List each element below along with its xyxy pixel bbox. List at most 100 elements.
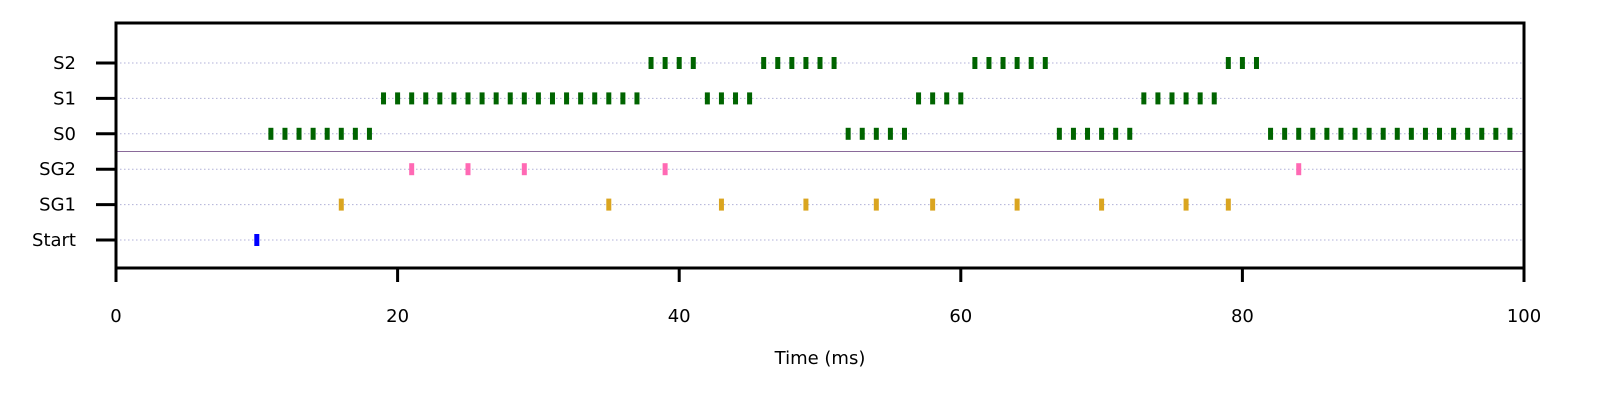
spike-mark-s1 xyxy=(747,92,753,105)
spike-mark-sg2 xyxy=(662,163,668,176)
spike-mark-s0 xyxy=(1296,127,1302,140)
x-tick-label: 80 xyxy=(1231,306,1254,327)
spike-mark-s1 xyxy=(733,92,739,105)
spike-mark-s2 xyxy=(761,57,767,69)
spike-mark-s1 xyxy=(549,92,555,105)
spike-mark-sg1 xyxy=(930,198,936,211)
spike-mark-s1 xyxy=(1183,92,1189,105)
spike-mark-s0 xyxy=(1113,127,1119,140)
spike-mark-s1 xyxy=(634,92,640,105)
spike-mark-s0 xyxy=(1366,127,1372,140)
plot-frame xyxy=(114,21,1526,270)
spike-mark-s1 xyxy=(409,92,415,105)
spike-mark-s2 xyxy=(662,57,668,69)
spike-mark-s0 xyxy=(366,127,372,140)
spike-mark-sg1 xyxy=(1225,198,1231,211)
y-axis: Start SG1 SG2 S0 S1 S2 xyxy=(32,53,116,251)
spike-mark-s1 xyxy=(437,92,443,105)
spike-mark-sg2 xyxy=(1296,163,1302,176)
spike-mark-s0 xyxy=(1085,127,1091,140)
x-tick-label: 0 xyxy=(110,306,121,327)
spike-mark-s1 xyxy=(578,92,584,105)
spike-mark-s1 xyxy=(423,92,429,105)
spike-mark-s1 xyxy=(1169,92,1175,105)
spike-marks xyxy=(254,57,1513,246)
spike-mark-s0 xyxy=(1099,127,1105,140)
spike-mark-s0 xyxy=(1493,127,1499,140)
spike-mark-s0 xyxy=(1268,127,1274,140)
spike-mark-s0 xyxy=(1437,127,1443,140)
spike-mark-s2 xyxy=(803,57,809,69)
spike-mark-s0 xyxy=(901,127,907,140)
spike-mark-s0 xyxy=(1479,127,1485,140)
spike-mark-sg1 xyxy=(803,198,809,211)
spike-mark-s1 xyxy=(465,92,471,105)
spike-mark-s0 xyxy=(1380,127,1386,140)
spike-mark-s1 xyxy=(620,92,626,105)
spike-mark-s0 xyxy=(296,127,302,140)
spike-mark-s0 xyxy=(1451,127,1457,140)
spike-mark-s1 xyxy=(704,92,710,105)
spike-mark-s0 xyxy=(1310,127,1316,140)
y-tick-label-s1: S1 xyxy=(53,88,76,109)
spike-mark-s0 xyxy=(1056,127,1062,140)
spike-mark-s0 xyxy=(859,127,865,140)
spike-mark-s0 xyxy=(1338,127,1344,140)
spike-mark-s2 xyxy=(690,57,696,69)
spike-mark-s2 xyxy=(986,57,992,69)
spike-mark-s0 xyxy=(1127,127,1133,140)
spike-mark-s2 xyxy=(1239,57,1245,69)
spike-mark-s0 xyxy=(338,127,344,140)
spike-mark-s1 xyxy=(592,92,598,105)
spike-mark-s2 xyxy=(831,57,837,69)
spike-mark-s1 xyxy=(1197,92,1203,105)
spike-mark-s1 xyxy=(479,92,485,105)
spike-mark-s1 xyxy=(718,92,724,105)
spike-mark-s0 xyxy=(268,127,274,140)
x-tick-label: 100 xyxy=(1507,306,1541,327)
spike-mark-s1 xyxy=(395,92,401,105)
spike-mark-s1 xyxy=(958,92,964,105)
spike-mark-sg1 xyxy=(1099,198,1105,211)
spike-mark-sg1 xyxy=(606,198,612,211)
spike-mark-s0 xyxy=(1352,127,1358,140)
spike-mark-s2 xyxy=(676,57,682,69)
spike-mark-s2 xyxy=(1253,57,1259,69)
spike-mark-s1 xyxy=(381,92,387,105)
spike-mark-s2 xyxy=(1000,57,1006,69)
spike-mark-s1 xyxy=(564,92,570,105)
y-tick-label-start: Start xyxy=(32,230,76,251)
spike-mark-s0 xyxy=(352,127,358,140)
spike-mark-s1 xyxy=(1141,92,1147,105)
spike-mark-sg2 xyxy=(521,163,527,176)
spike-mark-s1 xyxy=(1211,92,1217,105)
spike-mark-s2 xyxy=(1014,57,1020,69)
spike-mark-sg2 xyxy=(409,163,415,176)
spike-mark-s1 xyxy=(916,92,922,105)
x-tick-label: 60 xyxy=(949,306,972,327)
spike-mark-s1 xyxy=(493,92,499,105)
spike-mark-s0 xyxy=(1465,127,1471,140)
x-axis: 0 20 40 60 80 100 xyxy=(110,268,1541,327)
y-tick-label-s2: S2 xyxy=(53,53,76,74)
x-tick-label: 40 xyxy=(668,306,691,327)
spike-mark-s0 xyxy=(1070,127,1076,140)
x-tick-label: 20 xyxy=(386,306,409,327)
spike-mark-s0 xyxy=(310,127,316,140)
spike-mark-s0 xyxy=(845,127,851,140)
spike-mark-s1 xyxy=(535,92,541,105)
spike-mark-s0 xyxy=(873,127,879,140)
spike-mark-sg1 xyxy=(1014,198,1020,211)
spike-mark-s2 xyxy=(1028,57,1034,69)
spike-mark-s2 xyxy=(789,57,795,69)
spike-mark-s0 xyxy=(887,127,893,140)
spike-mark-s2 xyxy=(817,57,823,69)
spike-mark-sg1 xyxy=(1183,198,1189,211)
spike-mark-s0 xyxy=(282,127,288,140)
spike-mark-s0 xyxy=(1282,127,1288,140)
spike-mark-s1 xyxy=(507,92,513,105)
spike-mark-s1 xyxy=(944,92,950,105)
spike-mark-s2 xyxy=(1042,57,1048,69)
